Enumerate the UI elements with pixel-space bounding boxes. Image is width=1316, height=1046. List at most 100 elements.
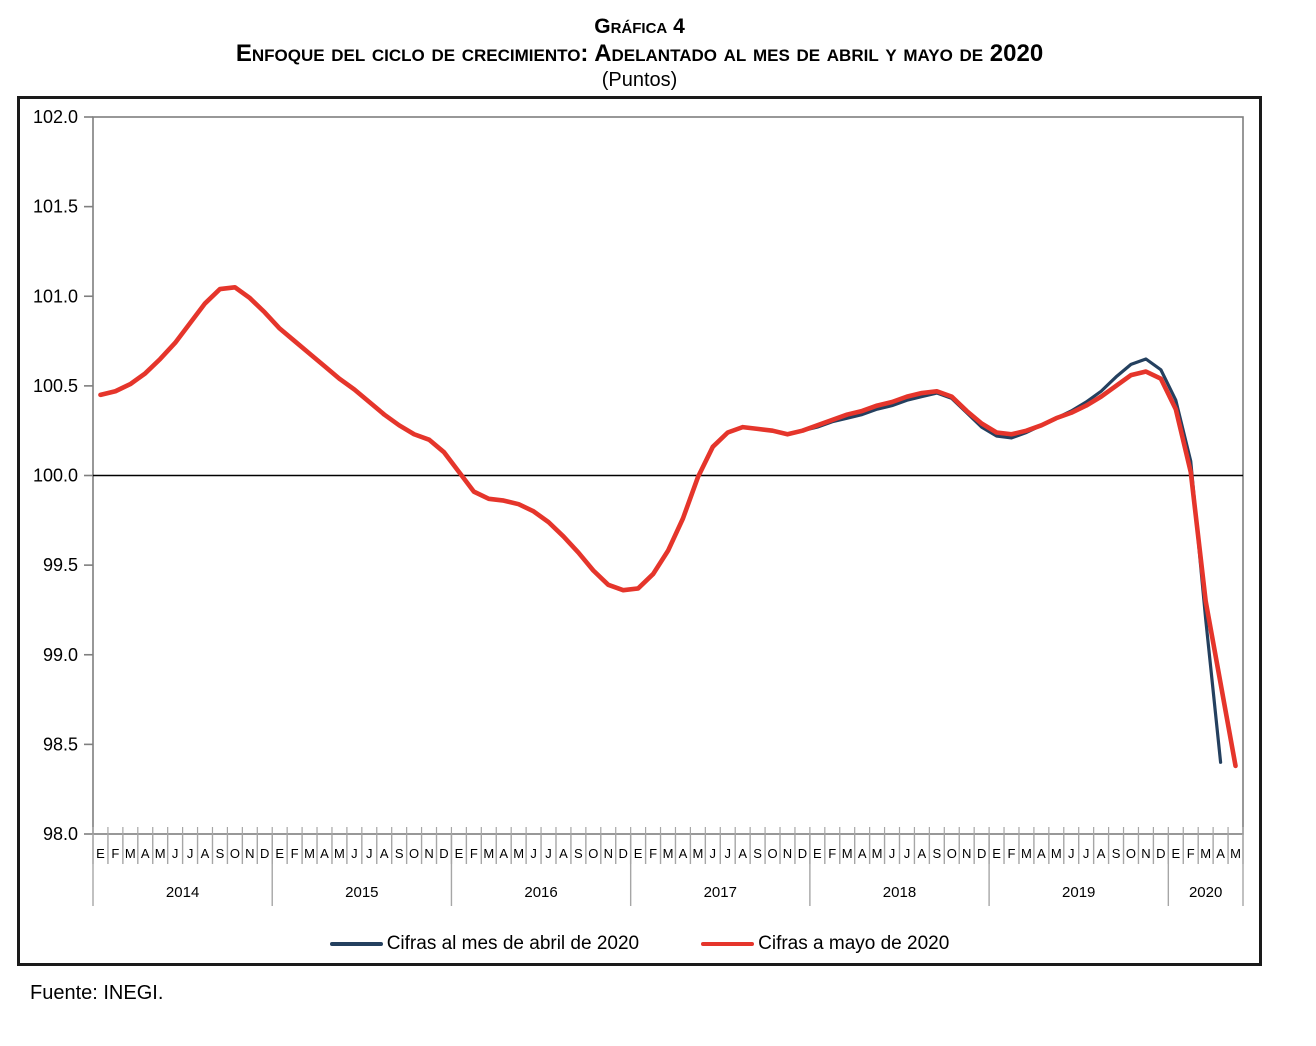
svg-text:E: E: [275, 846, 284, 861]
svg-text:100.5: 100.5: [33, 376, 78, 396]
svg-text:N: N: [424, 846, 433, 861]
svg-text:A: A: [918, 846, 927, 861]
svg-text:M: M: [304, 846, 315, 861]
svg-text:J: J: [904, 846, 911, 861]
svg-text:F: F: [1187, 846, 1195, 861]
svg-text:N: N: [783, 846, 792, 861]
svg-text:2018: 2018: [883, 884, 916, 901]
svg-text:F: F: [1008, 846, 1016, 861]
svg-text:D: D: [618, 846, 627, 861]
legend-item-abril: Cifras al mes de abril de 2020: [329, 933, 640, 955]
svg-text:J: J: [187, 846, 194, 861]
chart-main-title: Enfoque del ciclo de crecimiento: Adelan…: [235, 40, 1044, 68]
svg-text:98.0: 98.0: [43, 824, 78, 844]
svg-text:N: N: [1141, 846, 1150, 861]
legend-item-mayo: Cifras a mayo de 2020: [701, 933, 949, 955]
svg-text:A: A: [320, 846, 329, 861]
svg-text:J: J: [1068, 846, 1075, 861]
svg-text:2017: 2017: [704, 884, 737, 901]
svg-text:E: E: [1171, 846, 1180, 861]
svg-text:F: F: [291, 846, 299, 861]
svg-text:O: O: [588, 846, 598, 861]
chart-frame: 102.0 101.5 101.0 100.5 100.0 99.5 99.0 98.5 98.…: [17, 96, 1262, 967]
svg-text:M: M: [334, 846, 345, 861]
svg-text:M: M: [842, 846, 853, 861]
svg-text:M: M: [155, 846, 166, 861]
svg-text:A: A: [1216, 846, 1225, 861]
svg-text:M: M: [663, 846, 674, 861]
svg-text:F: F: [470, 846, 478, 861]
svg-text:J: J: [724, 846, 731, 861]
legend-line-mayo-icon: [701, 941, 755, 947]
svg-text:N: N: [962, 846, 971, 861]
svg-text:2015: 2015: [345, 884, 378, 901]
svg-text:A: A: [201, 846, 210, 861]
svg-text:S: S: [395, 846, 404, 861]
svg-text:S: S: [1112, 846, 1121, 861]
svg-text:A: A: [679, 846, 688, 861]
svg-text:A: A: [1097, 846, 1106, 861]
chart-legend: Cifras al mes de abril de 2020 Cifras a …: [20, 931, 1259, 957]
svg-text:2016: 2016: [524, 884, 557, 901]
svg-text:M: M: [483, 846, 494, 861]
svg-text:F: F: [111, 846, 119, 861]
chart-units-subtitle: (Puntos): [601, 69, 678, 92]
svg-text:M: M: [1200, 846, 1211, 861]
svg-text:E: E: [634, 846, 643, 861]
svg-text:D: D: [439, 846, 448, 861]
svg-text:J: J: [545, 846, 552, 861]
svg-text:D: D: [260, 846, 269, 861]
svg-text:M: M: [513, 846, 524, 861]
svg-text:A: A: [858, 846, 867, 861]
svg-text:2014: 2014: [166, 884, 199, 901]
svg-text:A: A: [738, 846, 747, 861]
svg-text:O: O: [947, 846, 957, 861]
svg-text:S: S: [753, 846, 762, 861]
growth-cycle-line-chart: 102.0 101.5 101.0 100.5 100.0 99.5 99.0 98.5 98.…: [33, 107, 1244, 907]
svg-text:N: N: [245, 846, 254, 861]
svg-text:A: A: [559, 846, 568, 861]
svg-text:2020: 2020: [1189, 884, 1222, 901]
svg-text:M: M: [1051, 846, 1062, 861]
chart-number-title: Gráfica 4: [594, 15, 685, 38]
legend-label-abril: Cifras al mes de abril de 2020: [386, 933, 640, 955]
svg-text:D: D: [977, 846, 986, 861]
source-note: Fuente: INEGI.: [30, 982, 164, 1005]
svg-text:2019: 2019: [1062, 884, 1095, 901]
svg-text:M: M: [872, 846, 883, 861]
legend-label-mayo: Cifras a mayo de 2020: [758, 933, 950, 955]
legend-line-abril-icon: [329, 942, 383, 946]
svg-text:101.5: 101.5: [33, 197, 78, 217]
svg-text:S: S: [932, 846, 941, 861]
svg-text:O: O: [409, 846, 419, 861]
svg-text:E: E: [992, 846, 1001, 861]
svg-text:N: N: [604, 846, 613, 861]
svg-text:J: J: [172, 846, 179, 861]
svg-text:101.0: 101.0: [33, 286, 78, 306]
svg-text:S: S: [574, 846, 583, 861]
svg-text:99.0: 99.0: [43, 645, 78, 665]
svg-text:F: F: [649, 846, 657, 861]
svg-text:J: J: [530, 846, 537, 861]
svg-text:J: J: [351, 846, 358, 861]
svg-text:M: M: [692, 846, 703, 861]
svg-text:98.5: 98.5: [43, 734, 78, 754]
svg-text:S: S: [216, 846, 225, 861]
svg-text:J: J: [889, 846, 896, 861]
svg-text:A: A: [1037, 846, 1046, 861]
svg-text:99.5: 99.5: [43, 555, 78, 575]
svg-text:F: F: [828, 846, 836, 861]
svg-text:J: J: [710, 846, 717, 861]
svg-text:A: A: [499, 846, 508, 861]
svg-text:M: M: [1021, 846, 1032, 861]
svg-text:O: O: [230, 846, 240, 861]
chart-header: Gráfica 4 Enfoque del ciclo de crecimien…: [17, 0, 1262, 92]
svg-text:O: O: [1126, 846, 1136, 861]
svg-text:M: M: [125, 846, 136, 861]
svg-text:J: J: [1083, 846, 1090, 861]
svg-text:A: A: [141, 846, 150, 861]
svg-text:O: O: [767, 846, 777, 861]
svg-text:100.0: 100.0: [33, 466, 78, 486]
svg-text:D: D: [1156, 846, 1165, 861]
svg-text:E: E: [96, 846, 105, 861]
